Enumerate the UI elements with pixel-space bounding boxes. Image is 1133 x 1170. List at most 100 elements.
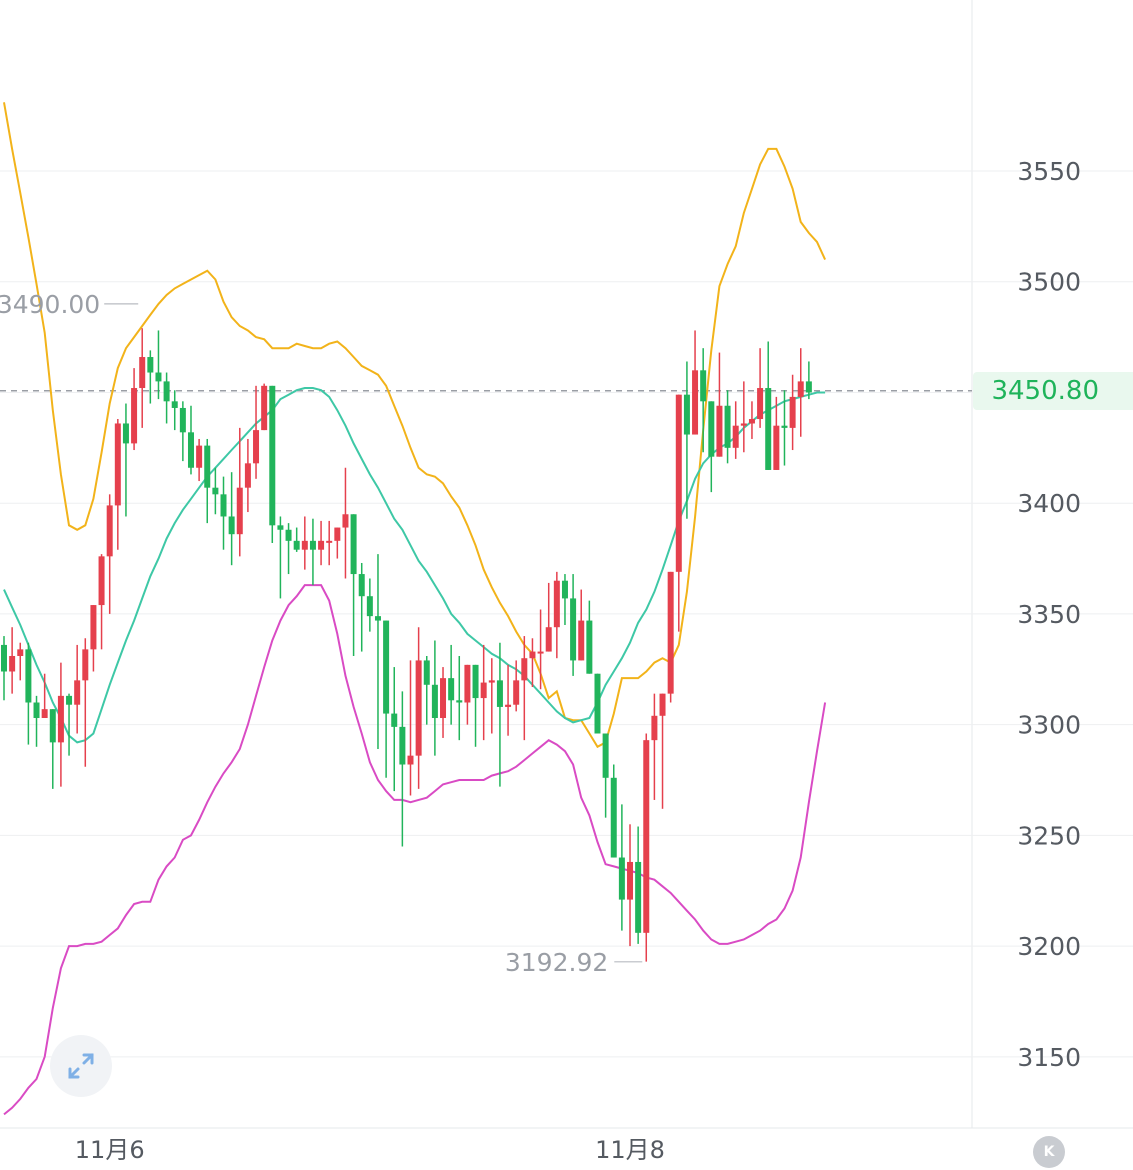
candle-body bbox=[131, 388, 138, 444]
candle-body bbox=[187, 432, 194, 468]
candle-down bbox=[285, 523, 292, 575]
candle-down bbox=[635, 826, 642, 944]
candle-body bbox=[700, 370, 707, 402]
candle-body bbox=[675, 394, 682, 572]
bollinger-upper-line bbox=[3, 102, 827, 749]
candle-up bbox=[57, 662, 64, 787]
candle-down bbox=[179, 401, 186, 462]
candle-body bbox=[456, 700, 463, 703]
candle-body bbox=[196, 445, 203, 468]
candle-body bbox=[724, 405, 731, 448]
candle-body bbox=[285, 529, 292, 541]
candle-body bbox=[805, 381, 812, 393]
y-tick-label: 3550 bbox=[1017, 157, 1081, 186]
candle-body bbox=[683, 394, 690, 435]
candle-down bbox=[204, 438, 211, 524]
candle-body bbox=[179, 407, 186, 433]
candle-up bbox=[797, 348, 804, 437]
candle-down bbox=[374, 554, 381, 750]
candle-body bbox=[708, 401, 715, 457]
candle-body bbox=[765, 388, 772, 470]
candle-body bbox=[326, 540, 333, 543]
candle-body bbox=[9, 655, 16, 672]
candle-body bbox=[594, 673, 601, 734]
candle-down bbox=[431, 640, 438, 756]
candle-up bbox=[627, 824, 634, 947]
current-price-tag: 3450.80 bbox=[973, 371, 1133, 410]
candle-down bbox=[358, 562, 365, 652]
y-tick-label: 3350 bbox=[1017, 600, 1081, 629]
candle-body bbox=[627, 861, 634, 900]
y-tick-label: 3250 bbox=[1017, 821, 1081, 850]
candle-up bbox=[480, 644, 487, 741]
candle-body bbox=[236, 487, 243, 535]
candle-up bbox=[236, 427, 243, 557]
candle-down bbox=[155, 330, 162, 400]
candle-body bbox=[716, 405, 723, 457]
candle-up bbox=[318, 520, 325, 566]
candle-body bbox=[293, 540, 300, 550]
candle-down bbox=[423, 655, 430, 725]
candle-down bbox=[448, 644, 455, 725]
candle-down bbox=[765, 341, 772, 470]
candle-up bbox=[131, 368, 138, 451]
candle-up bbox=[748, 401, 755, 439]
candle-up bbox=[301, 516, 308, 570]
candle-body bbox=[212, 487, 219, 495]
candle-down bbox=[391, 667, 398, 792]
candle-body bbox=[204, 445, 211, 488]
candle-up bbox=[17, 642, 24, 681]
candle-body bbox=[488, 680, 495, 683]
candle-body bbox=[244, 463, 251, 488]
candle-down bbox=[456, 655, 463, 741]
candle-body bbox=[334, 527, 341, 541]
candles bbox=[1, 328, 812, 962]
candle-up bbox=[789, 374, 796, 451]
candle-body bbox=[90, 605, 97, 650]
candle-body bbox=[553, 580, 560, 628]
low-price-label: 3192.92 bbox=[505, 948, 608, 977]
candle-body bbox=[496, 680, 503, 707]
candle-body bbox=[25, 649, 32, 703]
candle-body bbox=[407, 755, 414, 765]
bollinger-middle-line bbox=[3, 387, 826, 744]
candle-body bbox=[57, 695, 64, 743]
expand-button[interactable] bbox=[50, 1035, 112, 1097]
candle-up bbox=[732, 401, 739, 459]
candle-body bbox=[757, 388, 764, 420]
candle-body bbox=[342, 514, 349, 528]
candle-up bbox=[667, 571, 674, 703]
k-line-toggle-button[interactable]: K bbox=[1033, 1136, 1065, 1168]
candle-body bbox=[1, 644, 7, 672]
candle-body bbox=[618, 857, 625, 900]
candle-up bbox=[74, 644, 81, 734]
candle-up bbox=[261, 383, 268, 431]
candle-body bbox=[350, 514, 357, 575]
candle-down bbox=[1, 636, 7, 701]
candle-body bbox=[66, 695, 73, 705]
candle-body bbox=[391, 713, 398, 727]
candle-down bbox=[708, 401, 715, 493]
candle-body bbox=[537, 651, 544, 654]
candle-body bbox=[318, 540, 325, 550]
y-tick-label: 3500 bbox=[1017, 268, 1081, 297]
candle-body bbox=[220, 494, 227, 517]
candle-up bbox=[334, 527, 341, 559]
candle-up bbox=[9, 627, 16, 694]
candle-up bbox=[505, 664, 512, 736]
candle-down bbox=[700, 348, 707, 453]
candle-body bbox=[415, 660, 422, 756]
candle-body bbox=[521, 658, 528, 681]
candle-up bbox=[545, 582, 552, 652]
candle-down bbox=[618, 804, 625, 931]
y-tick-label: 3150 bbox=[1017, 1043, 1081, 1072]
candle-up bbox=[90, 605, 97, 672]
candle-up bbox=[440, 667, 447, 738]
candle-up bbox=[692, 330, 699, 435]
candle-body bbox=[659, 693, 666, 716]
candle-body bbox=[309, 540, 316, 550]
candle-body bbox=[82, 649, 89, 681]
candle-body bbox=[748, 419, 755, 424]
candle-up bbox=[342, 467, 349, 579]
